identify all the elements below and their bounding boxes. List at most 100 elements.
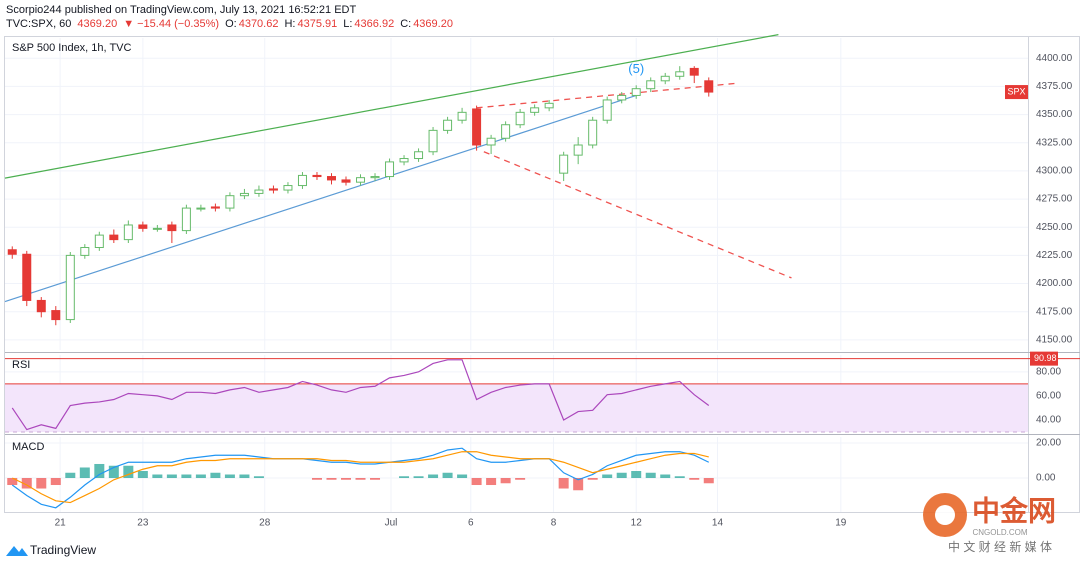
macd-histogram-bar [21,478,32,489]
macd-histogram-bar [50,478,61,486]
macd-histogram-bar [239,474,250,479]
macd-histogram-bar [428,474,439,479]
candle-body [80,247,90,256]
macd-histogram-bar [36,478,47,489]
last: 4369.20 [77,18,117,30]
symbol-line: TVC:SPX, 60 4369.20 ▼ −15.44 (−0.35%) O: 437… [6,18,453,30]
macd-histogram-bar [253,476,264,479]
y-tick-label: 60.00 [1036,391,1061,402]
ohlc-key: C: [400,18,411,30]
candle-body [631,88,641,96]
candle-body [704,80,714,93]
chart-frame [4,36,1080,513]
ohlc-key: L: [343,18,352,30]
rsi-marker-tag [1030,351,1058,366]
y-tick-label: 4200.00 [1036,278,1073,289]
macd-histogram-bar [355,478,366,480]
trend-line [4,34,779,179]
y-tick-label: 4150.00 [1036,335,1073,346]
brand: TradingView [30,543,96,557]
trend-line [4,94,637,303]
candle-body [356,177,366,183]
macd-histogram-bar [442,472,453,479]
y-tick-label: 4325.00 [1036,137,1073,148]
macd-histogram-bar [703,478,714,484]
candle-body [515,111,525,126]
x-tick-label: 8 [551,518,557,529]
candle-body [51,310,61,321]
logo-icon [6,546,28,556]
candle-body [36,299,46,313]
change: ▼ −15.44 (−0.35%) [123,18,219,30]
macd-histogram-bar [631,470,642,479]
macd-histogram-bar [181,474,192,479]
macd-histogram-bar [689,478,700,480]
x-tick-label: 12 [631,518,643,529]
candle-body [109,234,119,241]
ohlc-key: O: [225,18,237,30]
y-tick-label: 4350.00 [1036,109,1073,120]
candle-body [65,254,75,321]
watermark-site: CNGOLD.COM [972,528,1027,537]
y-tick-label: 4400.00 [1036,53,1073,64]
macd-histogram-bar [616,472,627,479]
pane-title: RSI [12,359,30,371]
candle-body [152,227,162,230]
macd-histogram-bar [108,465,119,479]
pane-title: S&P 500 Index, 1h, TVC [12,42,132,54]
candle-body [385,161,395,178]
candle-body [283,185,293,191]
candle-body [7,249,17,255]
watermark-logo-inner [935,505,955,525]
signal-line [11,451,709,504]
x-tick-label: 23 [137,518,149,529]
x-tick-label: 19 [835,518,847,529]
candle-body [22,253,32,301]
macd-histogram-bar [500,478,511,484]
candle-body [428,129,438,153]
ohlc-value: 4375.91 [297,18,337,30]
candle-body [660,75,670,82]
y-tick-label: 20.00 [1036,438,1061,449]
macd-histogram-bar [370,478,381,480]
candle-body [123,224,133,241]
y-tick-label: 4250.00 [1036,222,1073,233]
macd-histogram-bar [413,476,424,479]
watermark-tagline: 中 文 财 经 新 媒 体 [948,539,1052,554]
price-tag-label: SPX [1007,86,1025,96]
candle-body [486,137,496,146]
macd-histogram-bar [210,472,221,479]
pane-title: MACD [12,441,44,453]
candle-body [414,151,424,160]
candle-body [254,189,264,194]
macd-histogram-bar [399,476,410,479]
macd-histogram-bar [645,472,656,479]
candle-body [689,67,699,76]
candle-body [312,174,322,178]
ohlc-value: 4369.20 [413,18,453,30]
macd-histogram-bar [674,476,685,479]
y-tick-label: 4225.00 [1036,250,1073,261]
candle-body [559,154,569,174]
macd-histogram-bar [152,474,163,479]
symbol: TVC:SPX, 60 [6,18,71,30]
candle-body [370,176,380,179]
macd-histogram-bar [7,478,18,486]
candle-body [457,111,467,121]
candle-body [675,71,685,77]
macd-histogram-bar [65,472,76,479]
candle-body [225,195,235,209]
footer-logo: TradingView [6,543,96,557]
macd-histogram-bar [660,474,671,479]
ohlc-value: 4366.92 [354,18,394,30]
candle-body [602,99,612,121]
x-tick-label: Jul [385,518,398,529]
macd-histogram-bar [486,478,497,486]
macd-histogram-bar [311,478,322,480]
x-tick-label: 28 [259,518,271,529]
y-tick-label: 4175.00 [1036,306,1073,317]
candle-body [138,224,148,229]
candle-body [268,188,278,191]
macd-histogram-bar [558,478,569,489]
